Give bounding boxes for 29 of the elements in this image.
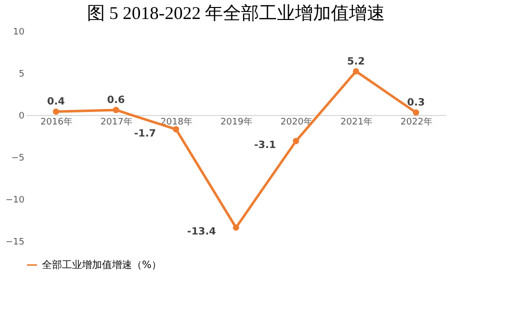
x-tick-label: 2017年	[100, 116, 132, 128]
point	[412, 109, 420, 116]
x-tick-label: 2016年	[40, 116, 72, 128]
data-label: -3.1	[254, 140, 276, 152]
point	[232, 224, 240, 231]
y-tick-label: −10	[6, 196, 25, 206]
x-tick-label: 2018年	[160, 116, 192, 128]
y-tick-label: 0	[18, 112, 25, 122]
point	[52, 108, 60, 115]
data-label: 0.6	[107, 94, 125, 106]
y-tick-label: 10	[13, 28, 25, 38]
point	[352, 68, 360, 74]
point	[112, 106, 120, 114]
point	[172, 126, 180, 132]
legend-label: 全部工业增加值增速（%）	[42, 259, 162, 271]
data-label: 5.2	[347, 56, 365, 68]
point	[292, 138, 300, 144]
x-tick-label: 2020年	[280, 116, 312, 128]
chart-title: 图 5 2018-2022 年全部工业增加值增速	[86, 3, 386, 23]
data-label: 0.4	[47, 96, 65, 108]
data-label: 0.3	[407, 97, 425, 108]
data-label: -1.7	[134, 128, 156, 140]
data-label: -13.4	[187, 226, 216, 238]
x-tick-label: 2019年	[220, 116, 252, 128]
x-tick-label: 2022年	[400, 116, 432, 128]
y-tick-label: −5	[11, 154, 24, 164]
x-tick-label: 2021年	[340, 116, 372, 128]
y-tick-label: 5	[18, 70, 24, 80]
y-tick-label: −15	[6, 238, 24, 248]
